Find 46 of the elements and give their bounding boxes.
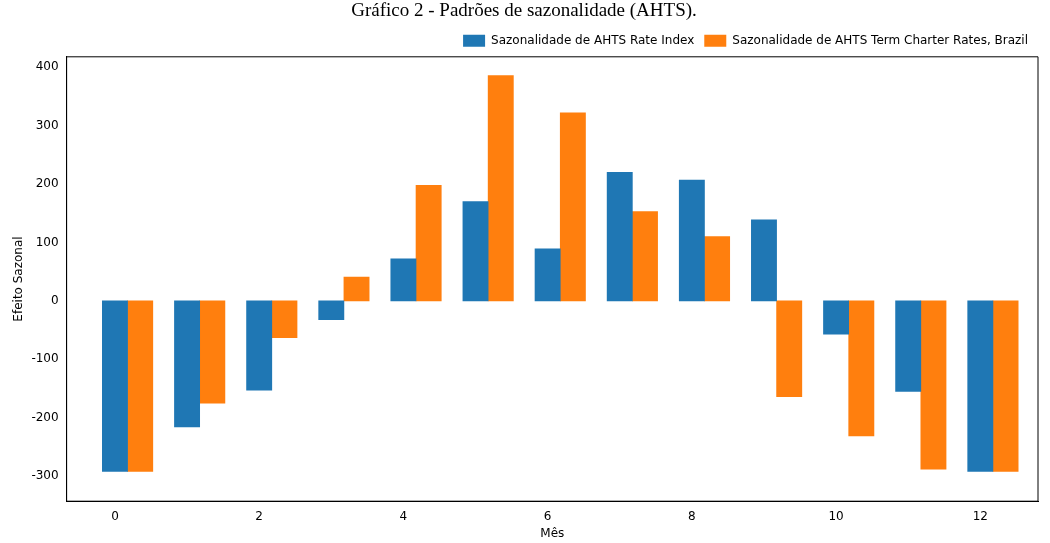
bar (246, 300, 273, 391)
x-tick-label: 0 (111, 508, 119, 523)
bar (895, 300, 922, 392)
y-tick-label: 100 (35, 234, 59, 249)
bar (415, 184, 442, 302)
bar (606, 172, 633, 302)
y-tick-label: -100 (31, 351, 59, 366)
x-tick-label: 6 (543, 508, 552, 523)
bar (487, 75, 514, 302)
bar (751, 219, 777, 302)
x-tick-label: 8 (688, 508, 696, 523)
bar (318, 300, 345, 320)
chart-title: Gráfico 2 - Padrões de sazonalidade (AHTS). (351, 0, 697, 22)
x-tick-label: 4 (399, 508, 408, 523)
y-tick-label: -200 (31, 409, 59, 424)
y-axis-title: Efeito Sazonal (11, 236, 26, 322)
y-tick-label: 0 (50, 293, 59, 308)
bar (271, 300, 298, 339)
bar (390, 258, 417, 302)
bar (704, 236, 731, 302)
legend-label: Sazonalidade de AHTS Term Charter Rates, Brazil (732, 32, 1029, 47)
bar (678, 179, 705, 302)
y-tick-label: 300 (35, 117, 59, 132)
bar (462, 201, 489, 302)
legend-label: Sazonalidade de AHTS Rate Index (491, 32, 695, 47)
bar (199, 300, 226, 404)
bar (992, 300, 1019, 472)
bar (632, 211, 658, 302)
x-axis-title: Mês (540, 525, 565, 540)
bar (776, 300, 803, 397)
bar (534, 248, 561, 302)
y-tick-label: -300 (31, 468, 59, 483)
x-tick-label: 10 (828, 508, 844, 523)
bar (343, 276, 370, 302)
x-tick-label: 2 (255, 508, 263, 523)
y-tick-label: 400 (35, 59, 59, 74)
x-tick-label: 12 (972, 508, 988, 523)
y-tick-label: 200 (35, 176, 59, 191)
bar (823, 300, 850, 335)
bar (174, 300, 201, 428)
bar (102, 300, 128, 472)
bar (920, 300, 947, 470)
bar (559, 112, 586, 302)
bar (848, 300, 875, 437)
bar (127, 300, 154, 472)
bar (967, 300, 994, 472)
